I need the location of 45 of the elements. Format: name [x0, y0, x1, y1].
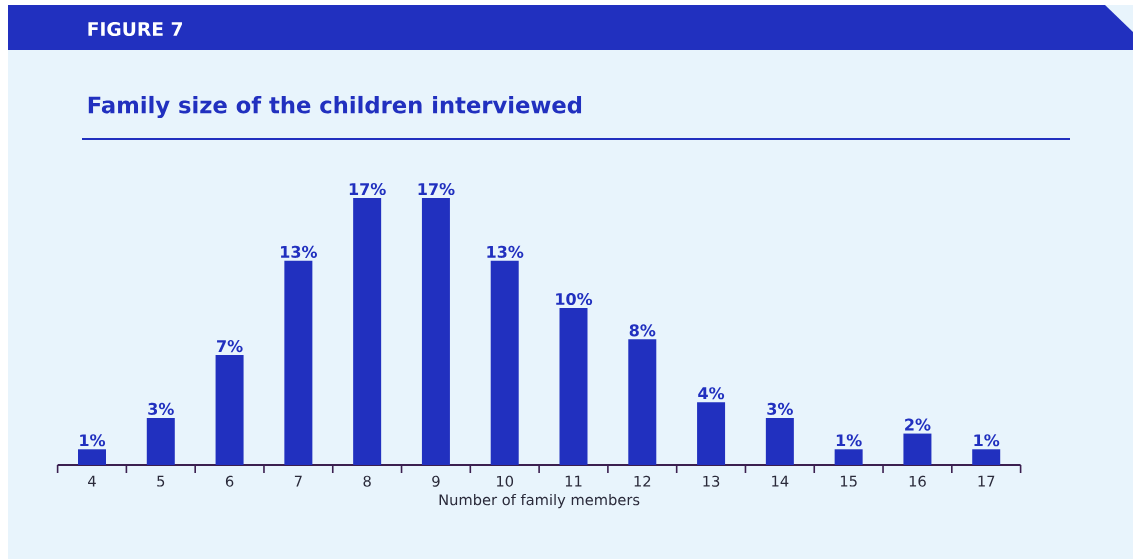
data-label: 17%: [418, 183, 455, 196]
data-label: 10%: [556, 292, 593, 306]
data-label: 3%: [148, 402, 174, 415]
x-tick-label: 15: [840, 475, 857, 487]
x-tick-label: 17: [978, 475, 995, 487]
bar: [146, 417, 175, 465]
x-tick-label: 10: [497, 475, 514, 487]
x-axis-title: Number of family members: [439, 493, 640, 509]
x-tick-label: 16: [909, 475, 926, 487]
bar: [78, 449, 107, 465]
data-label: 13%: [281, 245, 317, 258]
data-label: 3%: [767, 402, 793, 415]
data-label: 1%: [974, 434, 1000, 447]
data-label: 2%: [905, 418, 931, 431]
chart-title: Family size of the children interviewed: [88, 95, 582, 119]
x-tick-label: 6: [225, 475, 234, 487]
data-label: 7%: [217, 340, 243, 353]
x-tick-label: 7: [294, 475, 302, 487]
data-label: 17%: [349, 183, 386, 196]
caption: FIGURE 7: [88, 21, 183, 37]
x-tick-label: 4: [88, 475, 96, 487]
data-label: 13%: [487, 245, 524, 258]
data-label: 1%: [80, 434, 106, 447]
data-label: 1%: [836, 434, 862, 447]
x-tick-label: 12: [634, 475, 651, 487]
bar: [972, 449, 1001, 465]
bar: [284, 260, 313, 465]
data-label: 8%: [629, 324, 656, 337]
x-tick-label: 5: [157, 475, 165, 487]
bar: [765, 417, 794, 465]
bar: [353, 198, 382, 465]
data-label: 4%: [698, 387, 725, 400]
x-tick-label: 13: [703, 475, 720, 487]
bar: [628, 339, 657, 465]
bar: [559, 307, 588, 465]
x-tick-label: 11: [565, 475, 582, 487]
bar: [903, 433, 932, 465]
bar: [215, 355, 244, 465]
bar: [697, 402, 726, 465]
x-tick-label: 8: [363, 475, 371, 487]
bar: [421, 198, 450, 465]
x-tick-label: 14: [772, 475, 789, 487]
bar: [490, 260, 519, 465]
x-tick-label: 9: [432, 475, 440, 487]
bar: [834, 449, 863, 465]
